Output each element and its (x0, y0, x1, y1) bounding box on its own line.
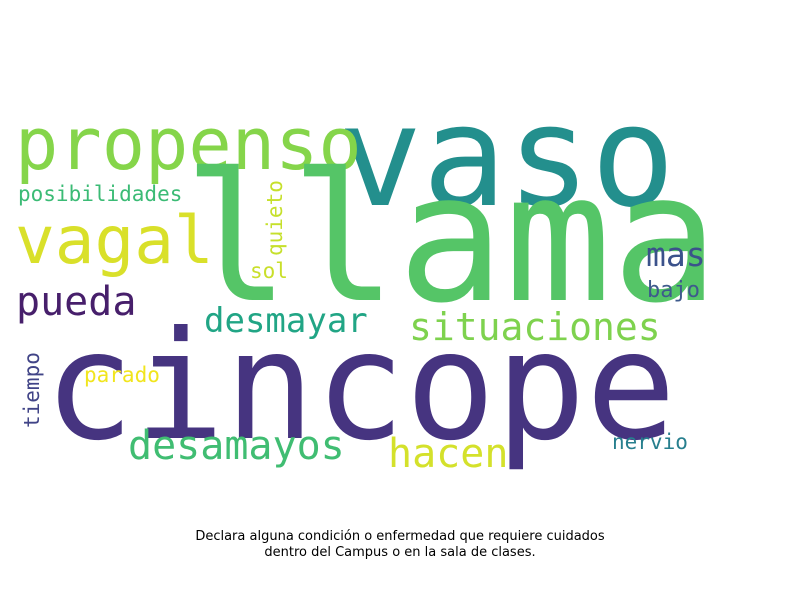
caption-line-1: Declara alguna condición o enfermedad qu… (195, 529, 605, 544)
word-pueda: pueda (16, 279, 137, 325)
word-parado: parado (84, 363, 160, 387)
word-hacen: hacen (388, 431, 509, 477)
word-desmayar: desmayar (204, 301, 368, 341)
word-vagal: vagal (15, 202, 214, 279)
word-situaciones: situaciones (409, 305, 661, 349)
word-mas: mas (646, 235, 706, 274)
word-vaso: vaso (338, 76, 676, 239)
word-quieto: quieto (263, 180, 287, 256)
word-posibilidades: posibilidades (18, 182, 183, 206)
word-sol: sol (250, 259, 288, 283)
word-nervio: nervio (612, 430, 688, 454)
word-propenso: propenso (15, 102, 362, 186)
figure-caption: Declara alguna condición o enfermedad qu… (0, 529, 800, 561)
word-cincope: cincope (44, 300, 677, 474)
word-desamayos: desamayos (128, 423, 345, 469)
word-tiempo: tiempo (20, 352, 44, 428)
caption-line-2: dentro del Campus o en la sala de clases… (264, 545, 536, 560)
word-bajo: bajo (647, 278, 700, 303)
word-llama: llama (183, 135, 719, 342)
